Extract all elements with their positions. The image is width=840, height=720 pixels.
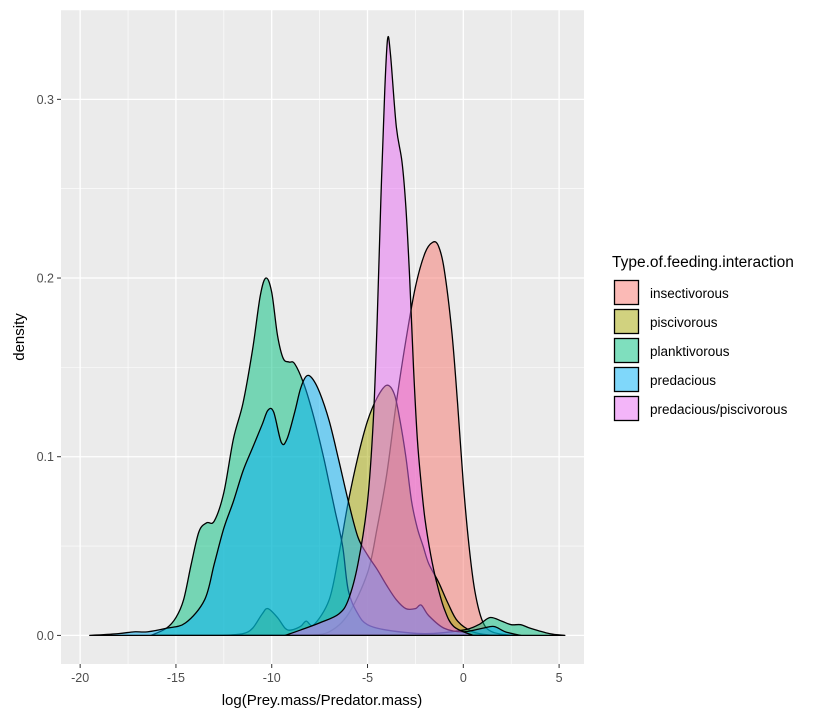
x-tick-label: 0	[460, 671, 467, 685]
density-area-predacious-piscivorous	[284, 35, 474, 637]
x-tick-label: -5	[362, 671, 373, 685]
x-tick-label: -10	[263, 671, 281, 685]
legend: Type.of.feeding.interaction insectivorou…	[612, 254, 794, 422]
x-tick-label: 5	[556, 671, 563, 685]
x-tick-label: -20	[71, 671, 89, 685]
y-tick-label: 0.2	[37, 272, 54, 286]
legend-label-insectivorous: insectivorous	[650, 286, 729, 301]
legend-swatch-insectivorous	[613, 279, 640, 306]
y-tick-label: 0.0	[37, 629, 54, 643]
legend-title: Type.of.feeding.interaction	[612, 254, 794, 271]
density-areas	[89, 35, 566, 637]
y-tick-label: 0.1	[37, 450, 54, 464]
legend-label-piscivorous: piscivorous	[650, 315, 718, 330]
x-axis-title: log(Prey.mass/Predator.mass)	[222, 692, 423, 709]
grid-lines	[61, 9, 584, 664]
y-axis-title: density	[11, 313, 28, 361]
y-tick-label: 0.3	[37, 93, 54, 107]
legend-label-predacious-piscivorous: predacious/piscivorous	[650, 402, 788, 417]
legend-swatch-predacious-piscivorous	[613, 395, 640, 422]
legend-swatch-piscivorous	[613, 308, 640, 335]
legend-swatch-planktivorous	[613, 337, 640, 364]
x-tick-label: -15	[167, 671, 185, 685]
legend-swatch-predacious	[613, 366, 640, 393]
legend-label-predacious: predacious	[650, 373, 716, 388]
legend-label-planktivorous: planktivorous	[650, 344, 730, 359]
axes: -20 -15 -10 -5 0 5 0.0 0.1 0.2 0.3	[37, 93, 563, 685]
